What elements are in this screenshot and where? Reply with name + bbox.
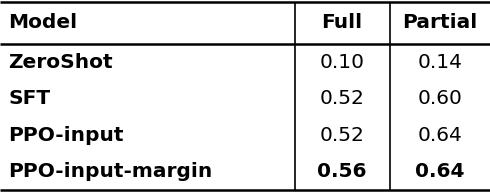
- Text: 0.14: 0.14: [417, 53, 463, 72]
- Text: 0.60: 0.60: [417, 89, 463, 108]
- Text: 0.52: 0.52: [319, 126, 365, 145]
- Text: PPO-input-margin: PPO-input-margin: [8, 162, 212, 181]
- Text: ZeroShot: ZeroShot: [8, 53, 113, 72]
- Text: 0.64: 0.64: [417, 126, 463, 145]
- Text: SFT: SFT: [8, 89, 50, 108]
- Text: Partial: Partial: [402, 13, 478, 32]
- Text: Full: Full: [321, 13, 363, 32]
- Text: PPO-input: PPO-input: [8, 126, 123, 145]
- Text: 0.10: 0.10: [319, 53, 365, 72]
- Text: 0.52: 0.52: [319, 89, 365, 108]
- Text: 0.56: 0.56: [317, 162, 367, 181]
- Text: 0.64: 0.64: [415, 162, 465, 181]
- Text: Model: Model: [8, 13, 77, 32]
